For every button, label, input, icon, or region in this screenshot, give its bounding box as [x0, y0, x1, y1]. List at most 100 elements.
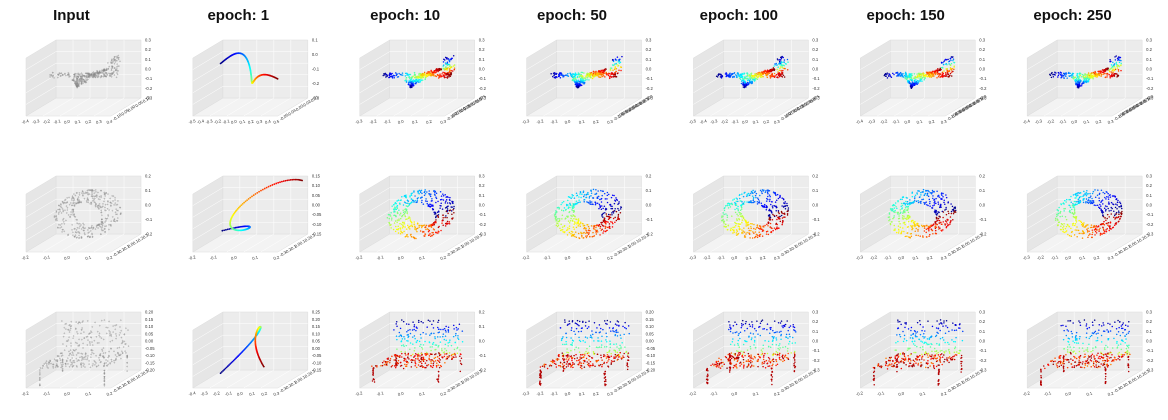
point [1080, 80, 1082, 82]
point [424, 235, 426, 237]
point [397, 219, 399, 221]
point [913, 83, 915, 85]
point [1078, 84, 1080, 86]
point [753, 224, 755, 226]
point [930, 75, 932, 77]
point [916, 73, 918, 75]
point [781, 197, 783, 199]
point [569, 203, 571, 205]
point [573, 211, 575, 213]
point [590, 195, 592, 197]
point [579, 83, 581, 85]
point [784, 206, 786, 208]
point [743, 227, 745, 229]
point [750, 230, 752, 232]
x-tick-label: -0.2 [1046, 118, 1055, 125]
point [1100, 75, 1102, 77]
point [927, 76, 929, 78]
point [601, 215, 603, 217]
point [942, 62, 944, 64]
point [585, 230, 587, 232]
point [766, 233, 768, 235]
point [769, 194, 771, 196]
point [769, 200, 771, 202]
point [570, 220, 572, 222]
point [442, 193, 444, 195]
point [581, 81, 583, 83]
point [402, 222, 404, 224]
point [600, 77, 602, 79]
point [588, 226, 590, 228]
point [782, 57, 784, 59]
point [579, 223, 581, 225]
point [929, 199, 931, 201]
plot-panel: -0.3-0.2-0.10.00.10.20.3-0.100-0.075-0.0… [522, 38, 655, 125]
point [572, 205, 574, 207]
point [741, 216, 743, 218]
point [751, 202, 753, 204]
point [435, 213, 437, 215]
point [576, 201, 578, 203]
point [915, 77, 917, 79]
point [407, 74, 409, 76]
point [585, 228, 587, 230]
z-tick-label: 0.0 [312, 52, 318, 57]
point [600, 74, 602, 76]
point [936, 77, 938, 79]
point [738, 210, 740, 212]
point [767, 196, 769, 198]
point [1049, 74, 1051, 76]
point [781, 72, 783, 74]
point [938, 76, 940, 78]
point [444, 194, 446, 196]
point [433, 209, 435, 211]
point [779, 60, 781, 62]
point [604, 76, 606, 78]
point [279, 181, 281, 183]
point [772, 207, 774, 209]
point [445, 215, 447, 217]
point [449, 67, 451, 69]
z-tick-label: 0.0 [812, 203, 818, 208]
point [769, 69, 771, 71]
point [939, 196, 941, 198]
point [1108, 74, 1110, 76]
point [772, 230, 774, 232]
point [747, 75, 749, 77]
point [405, 202, 407, 204]
x-tick-label: 0.0 [731, 254, 739, 261]
point [898, 225, 900, 227]
point [609, 226, 611, 228]
point [911, 86, 913, 88]
point [449, 71, 451, 73]
point [444, 77, 446, 79]
z-tick-label: 0.3 [145, 38, 151, 43]
point [420, 192, 422, 194]
point [904, 75, 906, 77]
z-tick-label: -0.2 [812, 86, 820, 91]
point [781, 64, 783, 66]
point [769, 219, 771, 221]
point [741, 213, 743, 215]
point [407, 236, 409, 238]
point [935, 224, 937, 226]
point [395, 72, 397, 74]
point [610, 208, 612, 210]
point [554, 73, 556, 75]
point [737, 198, 739, 200]
point [248, 198, 250, 200]
point [1069, 75, 1071, 77]
point [1083, 77, 1085, 79]
point [1114, 75, 1116, 77]
point [439, 207, 441, 209]
point [554, 74, 556, 76]
point [720, 76, 722, 78]
point [741, 208, 743, 210]
point [272, 184, 274, 186]
point [574, 76, 576, 78]
x-tick-label: 0.1 [252, 254, 260, 261]
point [570, 74, 572, 76]
point [746, 78, 748, 80]
point [937, 71, 939, 73]
point [398, 218, 400, 220]
